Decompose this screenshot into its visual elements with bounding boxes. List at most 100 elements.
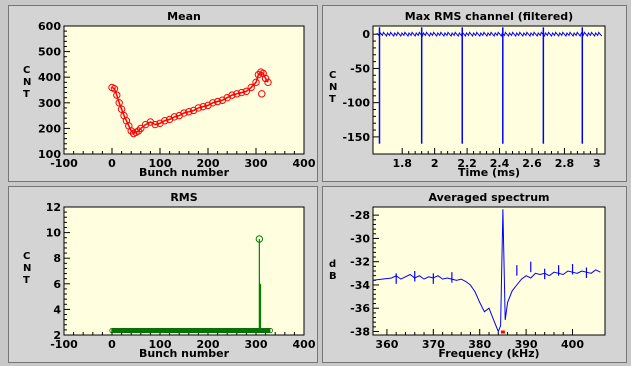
marks-group	[375, 27, 603, 144]
mean-point	[247, 83, 255, 92]
x-tick-label: 2.8	[555, 157, 575, 170]
mean-outlier-point	[258, 90, 266, 98]
y-tick-label: 400	[38, 71, 61, 84]
mean-chart: Mean Bunch number C N T -100 0 100 200 300 40…	[23, 10, 316, 179]
x-tick-label: 360	[375, 338, 398, 351]
rms-point	[172, 327, 178, 334]
maxrms-plot-area	[372, 25, 606, 155]
rms-baseline-band	[112, 328, 271, 334]
mean-point	[242, 87, 251, 95]
rms-point	[221, 327, 227, 334]
marks-group	[372, 209, 601, 334]
rms-point	[241, 327, 248, 334]
maxrms-chart: Max RMS channel (filtered) Time (ms) C N…	[329, 10, 606, 179]
rms-point	[264, 327, 271, 334]
y-tick-label: -100	[342, 97, 370, 110]
x-axis-label: Bunch number	[139, 347, 230, 360]
rms-point	[161, 327, 167, 334]
rms-point	[192, 327, 199, 334]
rms-point	[109, 327, 115, 334]
x-tick-label: 100	[149, 338, 172, 351]
rms-point	[195, 327, 201, 334]
rms-point	[187, 327, 193, 334]
y-tick-label: 300	[38, 97, 61, 110]
rms-point	[123, 327, 130, 334]
y-label-2: N	[329, 82, 337, 93]
rms-point	[198, 327, 204, 334]
y-tick-label: 0	[362, 28, 370, 41]
y-label-1: C	[23, 251, 30, 262]
rms-point	[155, 327, 161, 334]
mean-point	[213, 97, 222, 106]
rms-point	[267, 327, 273, 334]
rms-point	[262, 327, 268, 334]
x-tick-label: 100	[149, 157, 172, 170]
x-tick-label: 300	[245, 157, 268, 170]
x-tick-label: 400	[293, 157, 316, 170]
rms-point	[132, 327, 138, 334]
y-tick-label: -34	[350, 279, 370, 292]
y-label-2: B	[329, 271, 337, 282]
rms-point	[146, 327, 153, 334]
rms-point	[115, 327, 121, 334]
x-tick-label: 400	[561, 338, 584, 351]
mean-point	[161, 117, 169, 125]
mean-series-line	[111, 71, 269, 135]
x-tick-label: 400	[293, 338, 316, 351]
rms-point	[129, 327, 135, 334]
y-tick-label: 100	[38, 148, 61, 161]
y-label-2: N	[23, 263, 31, 274]
mean-point	[137, 124, 145, 133]
x-tick-label: 200	[197, 338, 220, 351]
y-tick-label: -38	[350, 326, 370, 339]
rms-point	[120, 327, 127, 334]
mean-point	[185, 108, 193, 116]
rms-point	[181, 327, 187, 334]
rms-point	[138, 327, 144, 334]
y-tick-label: -32	[350, 256, 370, 269]
mean-point	[252, 78, 260, 87]
x-tick-label: 2	[431, 157, 439, 170]
y-tick-label: -28	[350, 209, 370, 222]
rms-point	[247, 327, 253, 334]
y-tick-label: 8	[53, 252, 61, 265]
y-tick-label: 500	[38, 46, 61, 59]
mean-point	[180, 109, 188, 117]
x-tick-label: 300	[245, 338, 268, 351]
y-tick-label: 600	[38, 20, 61, 33]
rms-point	[201, 327, 207, 334]
x-tick-label: 1.8	[392, 157, 412, 170]
y-label-2: N	[23, 77, 31, 88]
y-label-1: d	[329, 259, 336, 270]
x-tick-label: 370	[422, 338, 445, 351]
spectrum-chart: Averaged spectrum Frequency (kHz) d B 36…	[329, 191, 606, 360]
rms-point	[118, 327, 124, 334]
mean-point	[134, 127, 143, 135]
spectrum-line	[372, 209, 601, 333]
mean-point	[117, 105, 126, 113]
tick-group: 1.8 2 2.2 2.4 2.6 2.8 3 0 -50 -100 -150	[342, 28, 600, 170]
spectrum-panel: Averaged spectrum Frequency (kHz) d B 36…	[322, 186, 627, 363]
y-tick-label: -50	[350, 62, 370, 75]
x-tick-label: 2.6	[522, 157, 542, 170]
rms-chart: RMS Bunch number C N T -100 0 100 200 300 400…	[23, 191, 316, 360]
x-tick-label: 0	[108, 157, 116, 170]
mean-point	[209, 99, 217, 107]
rms-point	[218, 327, 225, 334]
rms-point	[230, 327, 236, 334]
rms-point	[178, 327, 184, 334]
rms-point	[213, 327, 219, 334]
x-tick-label: -100	[50, 338, 78, 351]
mean-point	[170, 113, 179, 121]
x-tick-label: 380	[468, 338, 491, 351]
rms-panel: RMS Bunch number C N T -100 0 100 200 300 400…	[8, 186, 318, 363]
rms-point	[164, 327, 170, 334]
y-tick-label: -30	[350, 232, 370, 245]
rms-point	[158, 327, 164, 334]
chart-title: Max RMS channel (filtered)	[405, 10, 573, 23]
rms-point	[143, 327, 150, 334]
rms-point	[184, 327, 190, 334]
chart-title: Mean	[167, 10, 201, 23]
marks-group	[109, 235, 273, 334]
mean-point	[233, 90, 241, 98]
